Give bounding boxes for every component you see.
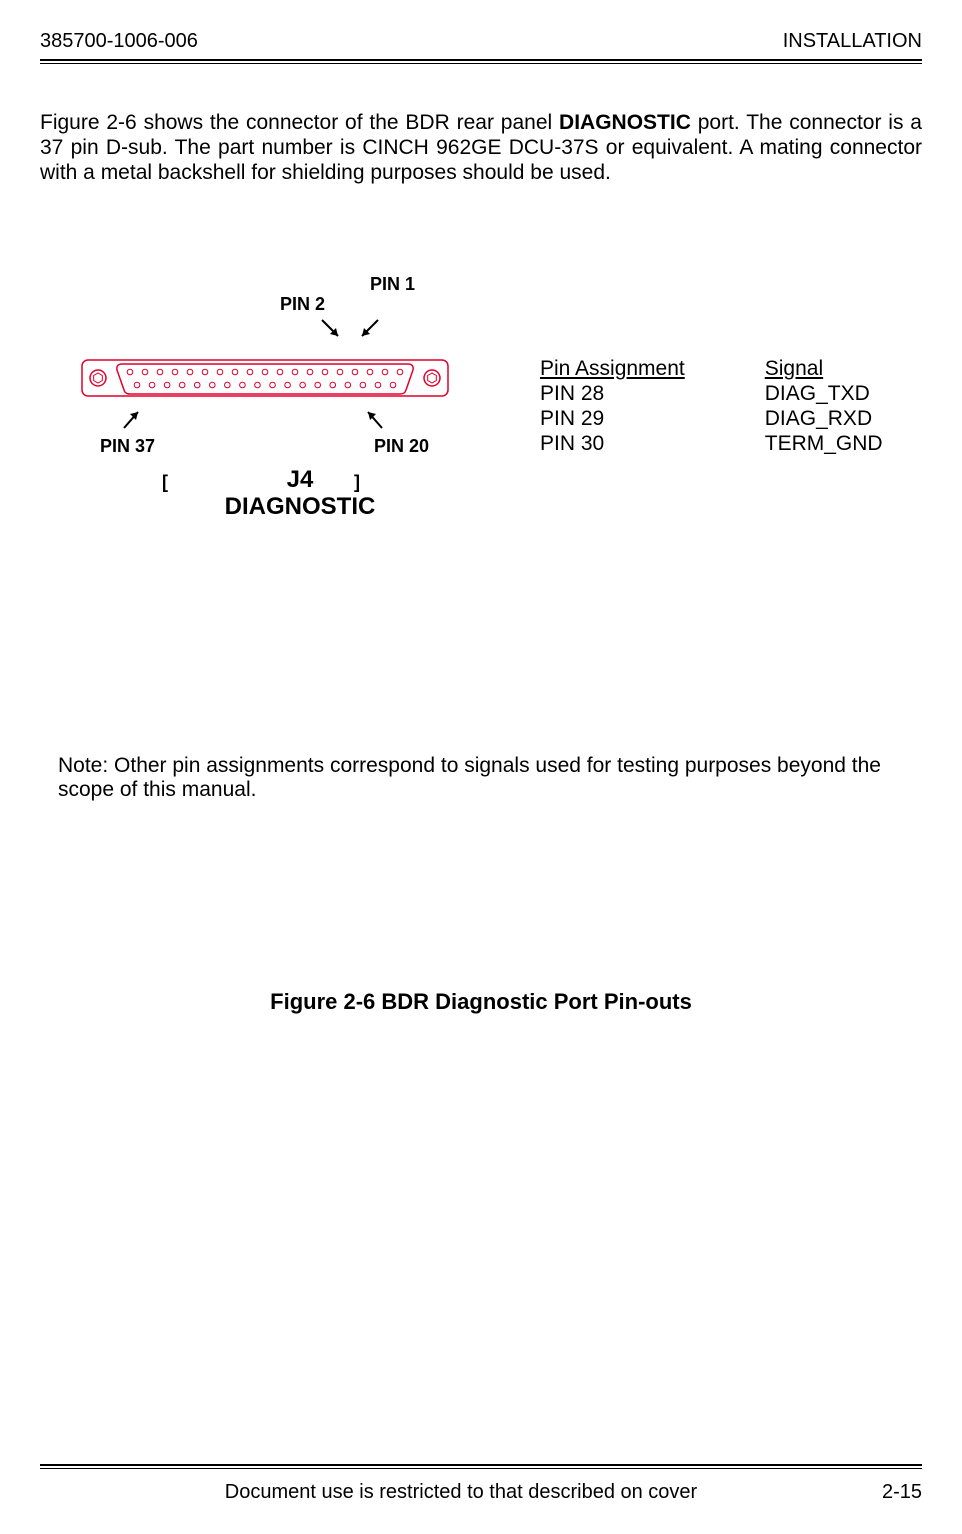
footer-rule-1 <box>40 1464 922 1466</box>
page-number: 2-15 <box>882 1481 922 1504</box>
footer-rule-2 <box>40 1468 922 1469</box>
pin37-arrow-icon <box>120 404 148 432</box>
pin-col: Pin Assignment PIN 28 PIN 29 PIN 30 <box>540 356 685 457</box>
note-text: Note: Other pin assignments correspond t… <box>40 754 922 804</box>
footer-row: Document use is restricted to that descr… <box>40 1481 922 1504</box>
figure-area: PIN 1 PIN 2 PIN 37 PIN 20 [ J4 DIAGNOSTI… <box>40 274 922 554</box>
header-rule-1 <box>40 59 922 61</box>
table-row: TERM_GND <box>765 431 883 456</box>
pin-col-head: Pin Assignment <box>540 356 685 381</box>
pin2-arrow-icon <box>318 316 346 344</box>
connector-svg <box>80 348 450 408</box>
signal-col-head: Signal <box>765 356 883 381</box>
signal-col: Signal DIAG_TXD DIAG_RXD TERM_GND <box>765 356 883 457</box>
bracket-right-icon: ] <box>354 472 360 493</box>
pin-assignment-table: Pin Assignment PIN 28 PIN 29 PIN 30 Sign… <box>540 356 883 457</box>
page-header: 385700-1006-006 INSTALLATION <box>40 30 922 53</box>
intro-paragraph: Figure 2-6 shows the connector of the BD… <box>40 110 922 186</box>
connector-label: J4 DIAGNOSTIC <box>170 466 430 521</box>
pin20-label: PIN 20 <box>374 436 429 457</box>
connector-label-line2: DIAGNOSTIC <box>170 493 430 521</box>
table-row: DIAG_TXD <box>765 381 883 406</box>
intro-bold: DIAGNOSTIC <box>559 111 691 134</box>
pin37-label: PIN 37 <box>100 436 155 457</box>
table-row: DIAG_RXD <box>765 406 883 431</box>
connector-label-line1: J4 <box>170 466 430 494</box>
intro-part1: Figure 2-6 shows the connector of the BD… <box>40 111 559 134</box>
bracket-left-icon: [ <box>162 472 168 493</box>
table-row: PIN 29 <box>540 406 685 431</box>
table-row: PIN 30 <box>540 431 685 456</box>
pin1-label: PIN 1 <box>370 274 415 295</box>
section-name: INSTALLATION <box>783 30 922 53</box>
header-rule-2 <box>40 63 922 64</box>
table-row: PIN 28 <box>540 381 685 406</box>
figure-caption: Figure 2-6 BDR Diagnostic Port Pin-outs <box>40 989 922 1015</box>
doc-number: 385700-1006-006 <box>40 30 198 53</box>
pin1-arrow-icon <box>354 316 382 344</box>
pin20-arrow-icon <box>358 404 386 432</box>
footer-center: Document use is restricted to that descr… <box>225 1481 697 1504</box>
page-footer: Document use is restricted to that descr… <box>40 1464 922 1504</box>
pin2-label: PIN 2 <box>280 294 325 315</box>
connector-diagram: PIN 1 PIN 2 PIN 37 PIN 20 [ J4 DIAGNOSTI… <box>40 274 480 554</box>
